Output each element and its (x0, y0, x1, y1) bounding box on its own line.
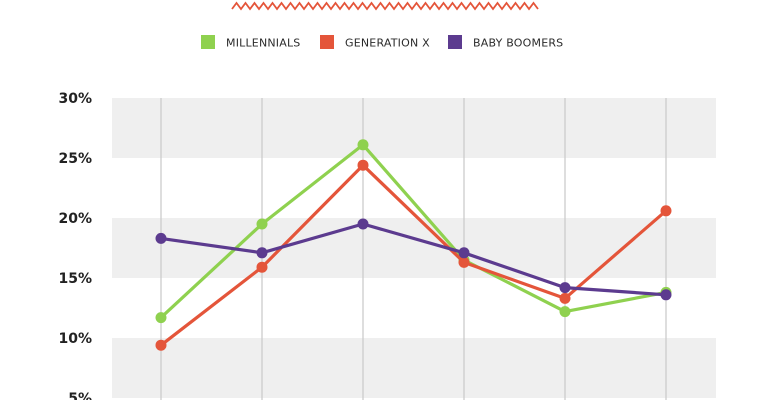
grid-band-3 (112, 338, 716, 398)
data-point-3-6 (660, 289, 672, 301)
series-layer (155, 139, 672, 351)
series-3 (155, 218, 672, 301)
legend-label-3: BABY BOOMERS (473, 37, 563, 50)
data-point-3-4 (458, 247, 470, 259)
data-point-3-5 (559, 282, 571, 294)
legend-swatch-2 (320, 35, 334, 49)
zigzag-line (231, 1, 539, 11)
data-point-3-2 (256, 247, 268, 259)
series-line-1 (159, 143, 668, 320)
legend-swatch-3 (448, 35, 462, 49)
decorative-zigzag (231, 1, 539, 11)
data-point-1-1 (155, 312, 167, 324)
y-tick-label-5: 10% (58, 331, 92, 347)
y-tick-label-1: 30% (58, 91, 92, 107)
y-axis-tick-labels: 30% 25% 20% 15% 10% 5% (58, 91, 92, 400)
grid-band-1 (112, 98, 716, 158)
data-point-2-5 (559, 292, 571, 304)
legend-label-1: MILLENNIALS (226, 37, 300, 50)
data-point-2-6 (660, 205, 672, 217)
series-line-3 (159, 222, 668, 297)
y-tick-label-6: 5% (68, 391, 92, 400)
y-tick-label-3: 20% (58, 211, 92, 227)
data-point-3-3 (357, 218, 369, 230)
grid-bands (112, 98, 716, 398)
y-tick-label-2: 25% (58, 151, 92, 167)
data-point-2-1 (155, 339, 167, 351)
data-point-1-3 (357, 139, 369, 151)
legend-label-2: GENERATION X (345, 37, 430, 50)
legend: MILLENNIALS GENERATION X BABY BOOMERS (201, 35, 563, 50)
data-point-2-3 (357, 159, 369, 171)
data-point-1-5 (559, 306, 571, 318)
data-point-3-1 (155, 232, 167, 244)
series-line-2 (159, 163, 668, 347)
data-point-2-4 (458, 256, 470, 268)
data-point-1-2 (256, 218, 268, 230)
series-2 (155, 159, 672, 351)
y-tick-label-4: 15% (58, 271, 92, 287)
legend-swatch-1 (201, 35, 215, 49)
data-point-2-2 (256, 261, 268, 273)
